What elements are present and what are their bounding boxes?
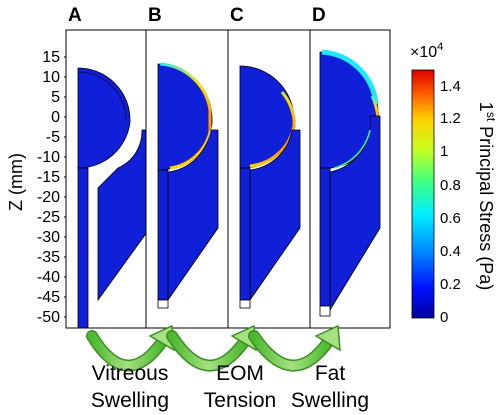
panel-letter-d: D	[312, 5, 326, 26]
y-tick-label: 10	[42, 69, 60, 86]
panel-d	[309, 29, 391, 329]
panel-c	[227, 29, 311, 329]
orbit-shape	[249, 129, 301, 302]
caption-eom-line1: EOM	[216, 362, 264, 385]
colorbar-title: 1st Principal Stress (Pa)	[476, 102, 498, 290]
y-axis-title: Z (mm)	[6, 153, 26, 211]
globe-shape	[77, 67, 131, 169]
y-tick-label: -35	[37, 249, 60, 266]
panel-a	[65, 29, 151, 329]
colorbar-multiplier: ×104	[410, 41, 443, 61]
optic-nerve	[77, 167, 89, 329]
colorbar-tick-label: 0.6	[440, 210, 461, 227]
colorbar-tick-label: 1.2	[440, 110, 461, 127]
panel-letter-b: B	[148, 5, 162, 26]
arrow-fat-swelling	[248, 324, 341, 372]
caption-eom-line2: Tension	[204, 389, 276, 412]
optic-nerve-tip	[319, 305, 331, 317]
caption-fat-line1: Fat	[315, 362, 346, 385]
colorbar-tick-label: 0.2	[440, 276, 461, 293]
y-tick-label: -15	[37, 169, 60, 186]
colorbar: ×104 1.4 1.2 1 0.8 0.6 0.4 0.2 0 1st Pri…	[410, 41, 498, 326]
y-tick-labels: 15 10 5 0 -5 -10 -15 -20 -25 -30 -35 -40…	[37, 49, 60, 326]
globe-rim	[77, 71, 127, 121]
optic-nerve-tip	[239, 299, 251, 309]
panel-letter-a: A	[68, 5, 82, 26]
optic-nerve-tip	[157, 299, 169, 309]
orbit-stress-line	[333, 129, 371, 169]
arrow-eom-tension	[166, 324, 257, 372]
colorbar-tick-label: 0	[440, 309, 448, 326]
y-tick-label: -20	[37, 189, 60, 206]
y-tick-label: -40	[37, 269, 60, 286]
caption-vitreous-line1: Vitreous	[92, 362, 169, 385]
colorbar-tick-label: 0.4	[440, 243, 461, 260]
y-tick-label: -25	[37, 209, 60, 226]
y-tick-label: 15	[42, 49, 60, 66]
y-tick-label: -5	[46, 129, 60, 146]
panel-letter-c: C	[230, 5, 244, 26]
y-tick-label: 5	[51, 89, 60, 106]
caption-vitreous-line2: Swelling	[91, 389, 169, 412]
arrow-vitreous-swelling	[86, 324, 175, 372]
y-tick-label: 0	[51, 109, 60, 126]
globe-stress-rim	[321, 49, 379, 105]
optic-nerve	[319, 167, 331, 307]
transition-arrows	[86, 324, 341, 372]
orbit-shape	[97, 129, 151, 302]
y-tick-label: -10	[37, 149, 60, 166]
orbit-stress-line	[171, 129, 211, 169]
optic-nerve	[239, 167, 251, 301]
colorbar-tick-label: 1	[440, 143, 448, 160]
colorbar-gradient	[411, 69, 435, 319]
y-tick-label: -30	[37, 229, 60, 246]
caption-fat-line2: Swelling	[291, 389, 369, 412]
y-tick-label: -45	[37, 289, 60, 306]
panel-b	[145, 29, 229, 329]
colorbar-tick-label: 1.4	[440, 78, 461, 95]
colorbar-tick-label: 0.8	[440, 177, 461, 194]
optic-nerve	[157, 169, 169, 301]
y-tick-label: -50	[37, 309, 60, 326]
